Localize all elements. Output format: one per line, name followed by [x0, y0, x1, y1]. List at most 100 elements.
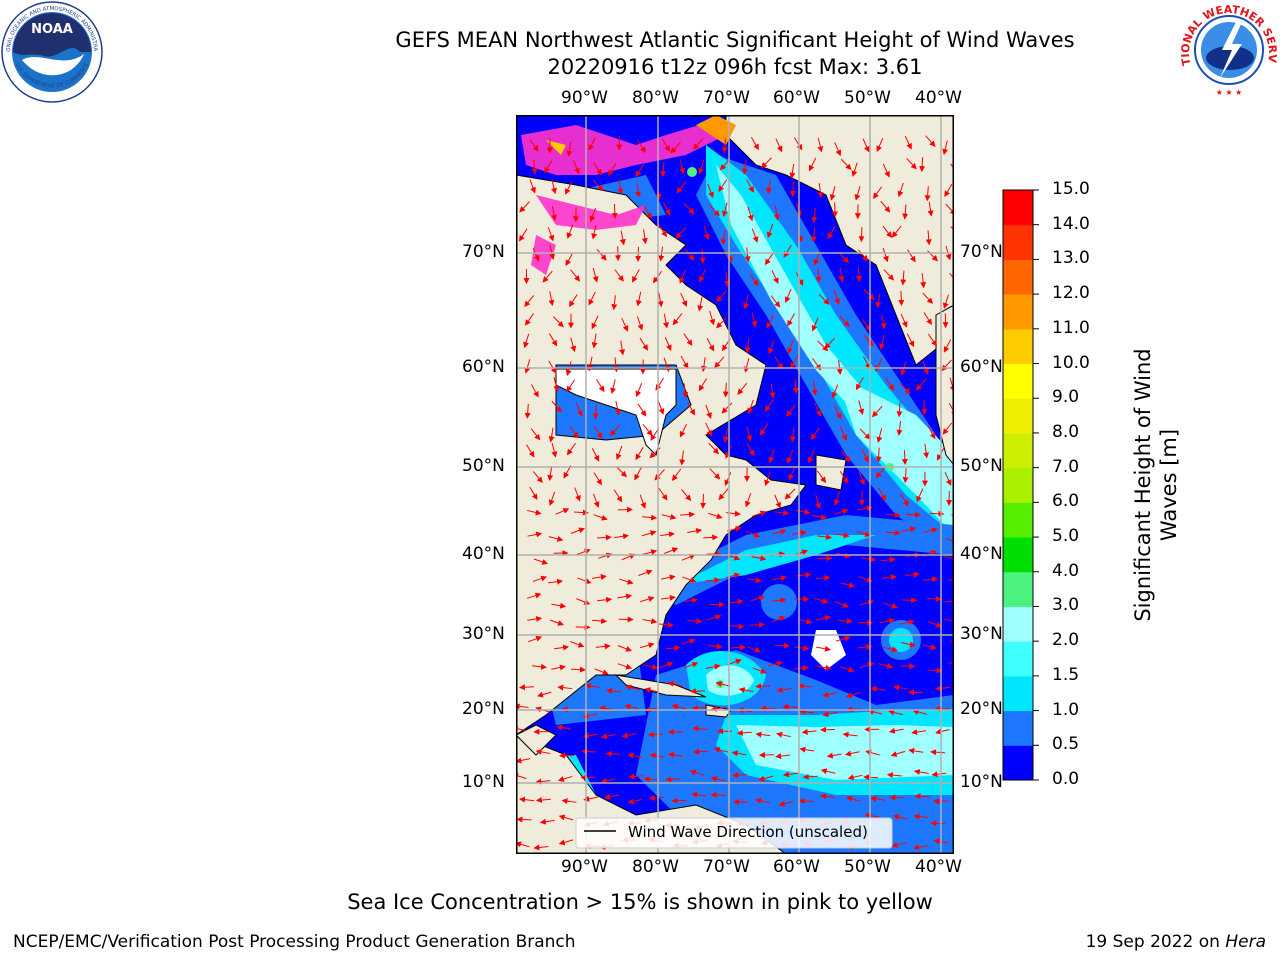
wind-arrow — [907, 249, 916, 263]
wind-arrow — [943, 339, 952, 353]
colorbar-tick-label: 14.0 — [1052, 213, 1090, 234]
wind-arrow — [642, 424, 653, 436]
colorbar — [1002, 189, 1039, 781]
wind-arrow — [885, 529, 901, 536]
wind-arrow — [721, 402, 733, 414]
wind-arrow — [632, 269, 640, 283]
lat-tick-left-0: 70°N — [462, 242, 505, 262]
wind-arrow — [944, 617, 954, 624]
wind-arrow — [797, 683, 813, 690]
wind-arrow — [640, 596, 655, 603]
wind-arrow — [926, 595, 942, 602]
wind-arrow — [840, 158, 852, 170]
colorbar-segment — [1003, 675, 1033, 712]
colorbar-segment — [1003, 745, 1033, 781]
wind-arrow — [531, 159, 538, 175]
wind-arrow — [906, 333, 915, 348]
wind-arrow — [831, 384, 839, 399]
wind-arrow — [836, 635, 851, 642]
wind-arrow — [722, 382, 729, 398]
wind-arrow — [529, 179, 536, 194]
wind-arrow — [880, 617, 896, 624]
wind-arrow — [643, 664, 659, 670]
wind-arrow — [913, 844, 928, 851]
wind-arrow — [703, 534, 719, 541]
wind-arrow — [900, 493, 909, 507]
wind-arrow — [565, 181, 573, 195]
graticule — [516, 115, 954, 854]
wind-arrow — [661, 513, 677, 520]
wind-arrow — [799, 708, 815, 715]
wind-arrow — [944, 555, 954, 562]
wind-arrow — [752, 667, 767, 674]
wind-arrow — [670, 142, 681, 154]
wind-arrow — [657, 400, 665, 415]
wind-arrow — [527, 531, 543, 538]
wind-arrow — [516, 725, 527, 732]
wind-arrow — [834, 532, 850, 539]
wind-arrow — [737, 382, 748, 395]
wind-arrow — [816, 615, 831, 622]
wind-arrow — [524, 313, 535, 326]
wind-arrow — [928, 621, 943, 628]
wind-arrow — [854, 186, 861, 201]
wind-arrow — [775, 138, 783, 153]
wind-arrow — [787, 313, 795, 327]
wind-arrow — [930, 749, 946, 756]
wind-arrow — [596, 248, 607, 261]
wind-arrow — [882, 163, 890, 178]
wind-arrow — [617, 645, 632, 652]
lat-tick-right-0: 70°N — [960, 242, 1003, 262]
wind-arrow — [922, 292, 933, 304]
lat-tick-right-6: 10°N — [960, 772, 1003, 792]
wind-arrow — [919, 157, 926, 173]
wind-arrow — [923, 576, 939, 583]
wind-arrow — [878, 487, 886, 501]
wind-arrow — [689, 769, 705, 776]
wind-arrow — [568, 294, 578, 308]
wind-arrow — [706, 614, 722, 621]
wind-arrow — [815, 574, 831, 581]
wind-arrow — [643, 206, 652, 220]
wind-arrow — [942, 294, 949, 309]
wind-arrow — [768, 340, 775, 355]
wind-arrow — [551, 602, 567, 609]
wind-arrow — [732, 772, 748, 779]
wind-arrow — [610, 379, 617, 394]
wind-arrow — [614, 400, 621, 416]
wind-arrow — [880, 556, 896, 563]
wind-arrow — [593, 162, 603, 176]
wind-arrow — [861, 556, 877, 563]
wind-arrow — [896, 402, 903, 418]
wind-arrow — [642, 618, 658, 625]
lon-tick-top-3: 60°W — [773, 88, 820, 108]
wind-arrow — [927, 425, 936, 440]
wind-arrow — [577, 577, 592, 584]
wind-arrow — [635, 447, 644, 461]
wind-arrow — [859, 428, 871, 440]
sea-ice — [521, 115, 736, 275]
noaa-logo-text: NOAA — [31, 22, 73, 37]
colorbar-tick-label: 0.5 — [1052, 734, 1080, 755]
wind-direction-arrows — [516, 135, 954, 851]
wind-arrow — [558, 839, 574, 846]
wind-arrow — [593, 514, 608, 521]
wind-arrow — [619, 230, 626, 246]
wind-arrow — [833, 491, 841, 506]
wind-arrow — [744, 247, 751, 263]
wind-arrow — [551, 442, 558, 458]
wind-arrow — [811, 380, 818, 396]
wind-arrow — [794, 645, 810, 652]
colorbar-tick-label: 3.0 — [1052, 595, 1080, 616]
lon-tick-bottom-0: 90°W — [561, 857, 608, 877]
wind-arrow — [872, 186, 883, 199]
wind-arrow — [834, 508, 849, 515]
footer-branch: NCEP/EMC/Verification Post Processing Pr… — [13, 932, 576, 952]
wind-arrow — [613, 489, 623, 503]
wind-arrow — [802, 773, 818, 780]
wind-arrow — [789, 163, 796, 179]
wind-arrow — [890, 750, 906, 757]
wind-arrow — [698, 378, 707, 392]
wind-arrow — [921, 400, 928, 416]
wind-arrow — [617, 179, 624, 195]
